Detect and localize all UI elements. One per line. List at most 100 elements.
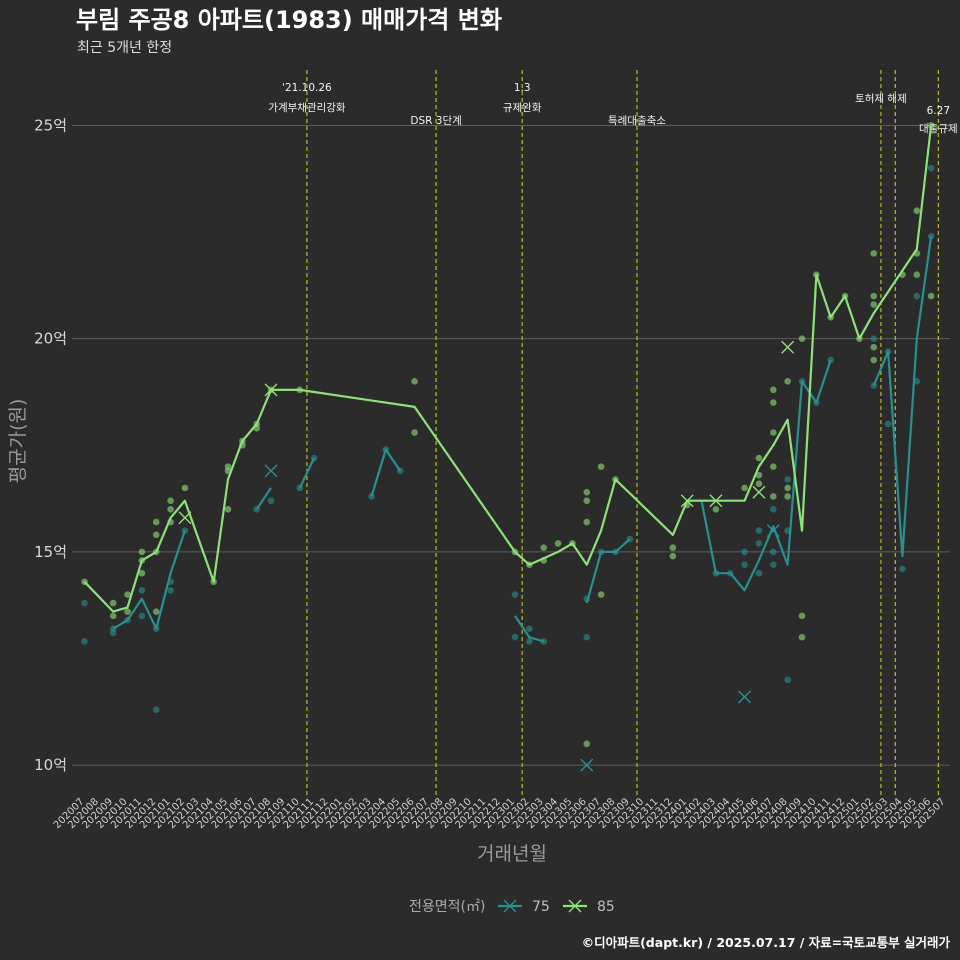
data-point [784, 476, 791, 483]
legend: 전용면적(㎡) 75 85 [409, 899, 615, 915]
cross-marker [580, 758, 594, 772]
event-label: '21.10.26 [282, 82, 332, 94]
data-point [540, 544, 547, 551]
event-label: DSR 3단계 [410, 115, 461, 127]
data-point [152, 518, 160, 526]
legend-label-75: 75 [532, 899, 550, 915]
data-point [181, 484, 189, 492]
data-point [583, 633, 591, 641]
event-label: 6.27 [927, 105, 950, 117]
data-point [755, 540, 763, 547]
cross-marker [752, 485, 766, 499]
data-point [669, 552, 677, 560]
data-point [152, 531, 160, 539]
cross-stroke [752, 485, 766, 499]
data-point [81, 638, 88, 645]
data-point [770, 561, 777, 569]
data-point [511, 591, 519, 598]
series-line-75 [112, 530, 186, 630]
data-point [798, 335, 806, 342]
y-tick-label: 20억 [34, 330, 67, 348]
data-point [755, 454, 763, 462]
data-point [884, 420, 892, 428]
data-point [913, 207, 921, 215]
series-layer [81, 122, 935, 772]
data-point [597, 463, 605, 470]
data-point [755, 527, 763, 534]
data-point [899, 565, 906, 573]
cross-stroke [709, 494, 723, 508]
data-point [109, 612, 117, 620]
data-point [224, 505, 232, 513]
data-point [784, 676, 791, 684]
data-point [755, 480, 763, 487]
data-point [755, 471, 763, 479]
data-point [138, 569, 146, 577]
y-tick-labels: 10억 15억 20억 25억 [34, 116, 67, 774]
cross-marker [766, 524, 780, 538]
legend-label-85: 85 [597, 899, 615, 915]
gridlines [72, 124, 950, 766]
y-tick-label: 10억 [34, 756, 67, 774]
x-tick-labels: 2020072020082020092020102020112020122021… [52, 796, 948, 831]
data-point [267, 497, 275, 505]
data-point [138, 612, 146, 620]
series-line-75 [872, 236, 933, 558]
data-point [583, 518, 591, 526]
data-point [798, 612, 806, 620]
y-tick-label: 15억 [34, 543, 67, 561]
data-point [741, 548, 748, 556]
event-label: 가계부채관리강화 [268, 102, 346, 114]
data-point [583, 497, 591, 505]
series-75 [81, 164, 935, 772]
data-point [167, 586, 174, 594]
event-label: 특례대출축소 [608, 115, 666, 127]
data-point [411, 429, 418, 436]
data-point [770, 399, 777, 406]
data-point [913, 292, 921, 300]
data-point [167, 497, 174, 505]
cross-marker [264, 383, 278, 397]
data-point [138, 548, 146, 556]
chart-subtitle: 최근 5개년 한정 [77, 40, 172, 56]
data-point [770, 505, 777, 513]
data-point [583, 488, 591, 496]
cross-marker [738, 690, 752, 704]
data-point [870, 301, 878, 308]
data-point [870, 335, 878, 342]
series-line-75 [255, 487, 272, 510]
series-85 [81, 122, 935, 748]
event-label: 대출규제 [919, 123, 958, 135]
data-point [798, 633, 806, 641]
data-point [583, 740, 591, 748]
data-point [913, 271, 921, 279]
data-point [927, 292, 935, 300]
event-label: 1.3 [514, 82, 531, 94]
data-point [554, 540, 562, 547]
series-line-75 [687, 359, 832, 592]
data-point [770, 493, 777, 500]
data-point [784, 493, 791, 500]
data-point [870, 292, 878, 300]
data-point [870, 356, 878, 364]
data-point [741, 561, 748, 569]
series-line-75 [298, 457, 316, 489]
data-point [152, 706, 160, 714]
data-point [124, 591, 131, 598]
data-point [927, 164, 935, 172]
chart-title: 부림 주공8 아파트(1983) 매매가격 변화 [76, 6, 502, 34]
data-point [870, 250, 878, 257]
cross-marker [178, 511, 192, 525]
series-line-75 [514, 615, 545, 643]
y-tick-label: 25억 [34, 116, 67, 134]
data-point [526, 638, 533, 645]
data-point [124, 608, 131, 615]
data-point [152, 608, 160, 615]
event-label: 토허제 해제 [855, 92, 907, 105]
data-point [770, 463, 777, 470]
series-line-75 [370, 448, 402, 497]
data-point [770, 548, 777, 556]
